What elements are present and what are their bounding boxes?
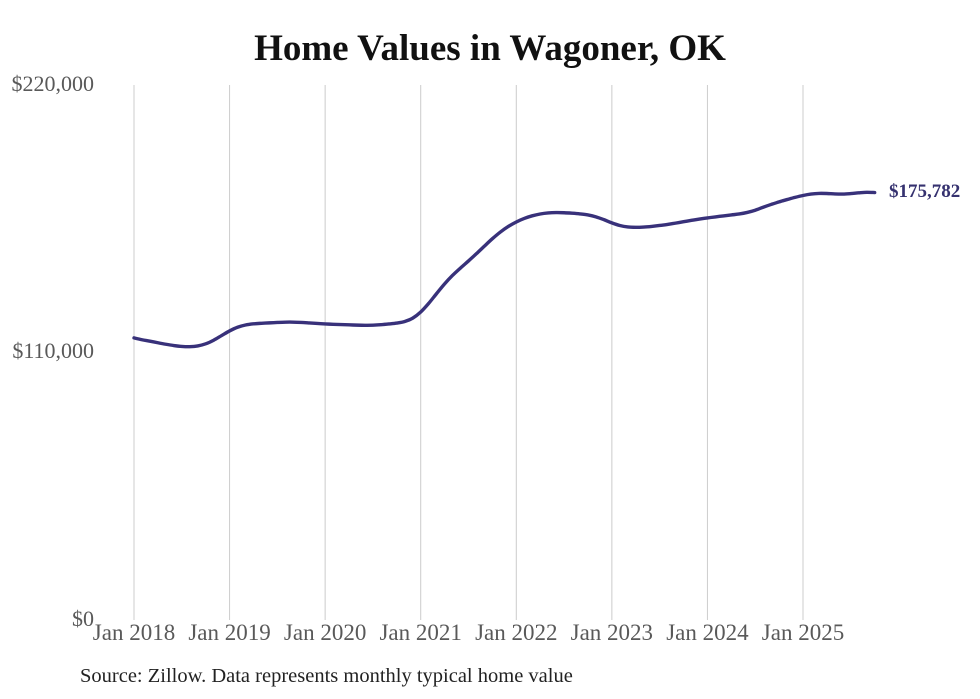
svg-text:Jan 2020: Jan 2020 xyxy=(284,620,366,645)
svg-text:$220,000: $220,000 xyxy=(12,71,95,96)
svg-text:Jan 2023: Jan 2023 xyxy=(571,620,653,645)
svg-text:$175,782: $175,782 xyxy=(889,181,960,202)
svg-text:Jan 2021: Jan 2021 xyxy=(379,620,461,645)
svg-text:Jan 2018: Jan 2018 xyxy=(93,620,175,645)
svg-text:$110,000: $110,000 xyxy=(12,338,94,363)
svg-text:Jan 2019: Jan 2019 xyxy=(188,620,270,645)
svg-text:$0: $0 xyxy=(72,606,94,631)
svg-text:Jan 2025: Jan 2025 xyxy=(762,620,844,645)
svg-text:Jan 2024: Jan 2024 xyxy=(666,620,749,645)
svg-text:Jan 2022: Jan 2022 xyxy=(475,620,557,645)
